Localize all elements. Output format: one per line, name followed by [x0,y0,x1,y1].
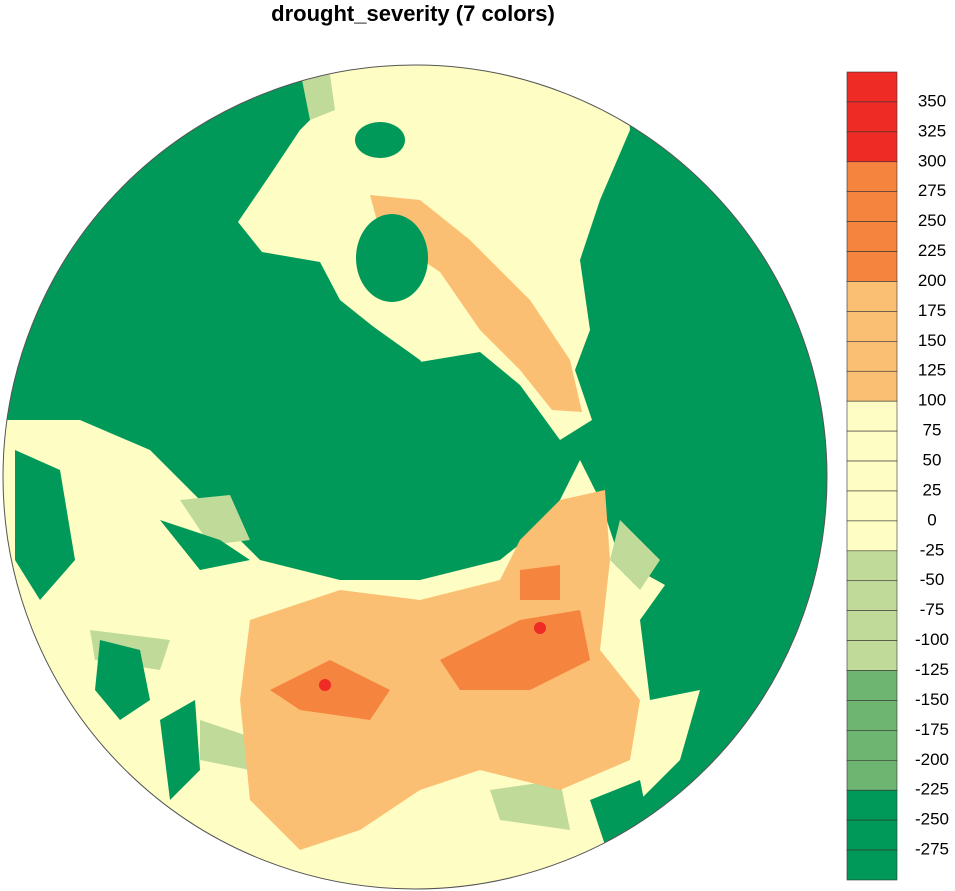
colorbar-label: -200 [915,750,949,769]
land-extreme [319,679,331,691]
colorbar-label: 350 [918,91,946,110]
colorbar-label: -175 [915,720,949,739]
colorbar-label: 0 [927,510,936,529]
colorbar-label: 125 [918,361,946,380]
colorbar-box [846,640,898,671]
map [3,65,827,889]
colorbar-box [846,700,898,731]
sea [95,640,150,720]
land-wet [200,720,260,770]
colorbar-label: -225 [915,780,949,799]
colorbar-label: 225 [918,241,946,260]
land-wet [490,780,570,830]
colorbar-box [846,849,898,881]
colorbar-box [846,759,898,791]
colorbar-label: 175 [918,301,946,320]
colorbar-box [846,430,898,462]
colorbar-label: -150 [915,690,949,709]
land-wet [610,520,660,590]
colorbar-label: 100 [918,391,946,410]
lake [355,122,405,158]
sea [290,310,450,420]
colorbar-label: 300 [918,151,946,170]
sea [160,700,200,800]
colorbar-label: 75 [923,421,942,440]
colorbar-box [846,819,898,851]
colorbar-label: -25 [920,540,945,559]
colorbar-box [846,191,898,222]
colorbar-label: -275 [915,840,949,859]
colorbar-box [846,161,898,193]
land-severe [270,660,390,720]
land-wet [180,495,250,545]
colorbar-label: 325 [918,121,946,140]
colorbar: 3503253002752502252001751501251007550250… [846,71,949,881]
title: drought_severity (7 colors) [271,1,555,26]
colorbar-box [846,550,898,582]
colorbar-box [846,131,898,163]
colorbar-label: 250 [918,211,946,230]
land-severe [440,610,590,690]
colorbar-label: -250 [915,810,949,829]
colorbar-label: -75 [920,600,945,619]
colorbar-box [846,610,898,641]
land-wet [300,70,335,120]
colorbar-label: 25 [923,480,942,499]
colorbar-box [846,730,898,761]
colorbar-box [846,311,898,342]
colorbar-box [846,670,898,701]
sea [160,520,250,570]
colorbar-box [846,71,898,103]
colorbar-box [846,490,898,522]
colorbar-box [846,221,898,252]
colorbar-box [846,789,898,821]
sea [15,450,75,600]
colorbar-label: 150 [918,331,946,350]
colorbar-label: -50 [920,570,945,589]
lake [356,214,428,302]
colorbar-box [846,400,898,432]
colorbar-box [846,580,898,611]
colorbar-box [846,341,898,372]
land-extreme [534,622,546,634]
colorbar-box [846,370,898,402]
colorbar-box [846,520,898,552]
colorbar-label: -100 [915,630,949,649]
colorbar-box [846,460,898,492]
land-severe [520,565,560,600]
colorbar-box [846,251,898,282]
colorbar-label: 50 [923,451,942,470]
colorbar-box [846,281,898,312]
colorbar-label: 275 [918,181,946,200]
colorbar-label: 200 [918,271,946,290]
globe-outline [2,64,828,890]
colorbar-box [846,101,898,133]
colorbar-label: -125 [915,660,949,679]
